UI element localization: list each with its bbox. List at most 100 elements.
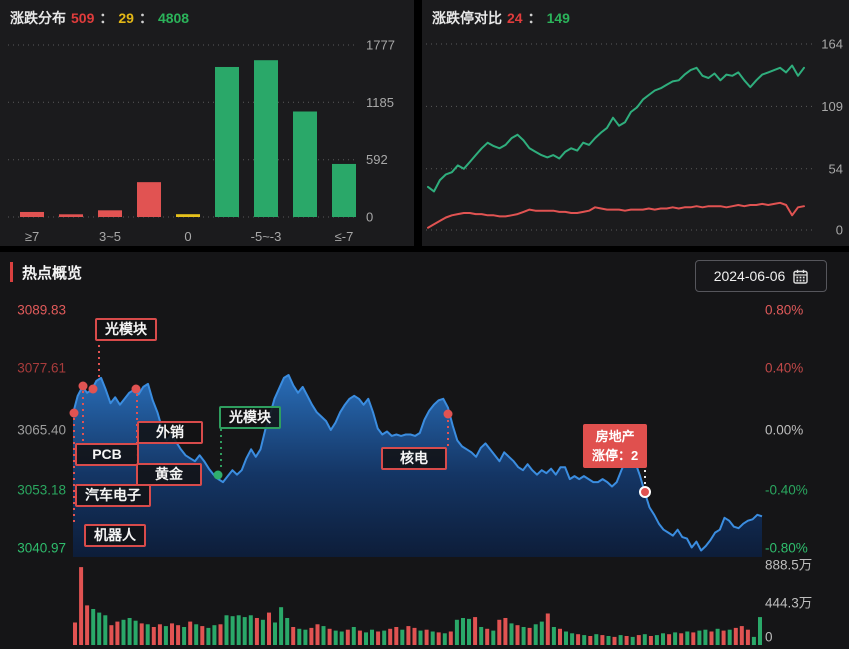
volume-bar — [485, 628, 490, 645]
y-axis-tick: 54 — [829, 161, 843, 176]
distribution-title: 涨跌分布 — [10, 10, 66, 26]
y-axis-tick: 0 — [366, 210, 373, 225]
volume-bar — [400, 629, 405, 645]
volume-bar — [606, 635, 611, 645]
volume-bar — [248, 615, 253, 645]
limit-compare-header: 涨跌停对比 24 ： 149 — [432, 8, 570, 28]
volume-bar — [388, 628, 393, 645]
marker-dot-red — [78, 381, 88, 391]
volume-bar — [758, 617, 762, 645]
volume-bar — [727, 629, 732, 645]
volume-bar — [212, 625, 217, 645]
tooltip-sector: 房地产 — [595, 429, 635, 444]
volume-bar — [648, 635, 653, 645]
volume-bar — [588, 635, 593, 645]
volume-bar — [370, 629, 374, 645]
volume-bar — [339, 631, 344, 645]
volume-bar — [473, 617, 478, 645]
volume-bar — [539, 621, 544, 645]
volume-bar — [163, 626, 168, 645]
hotspot-title: 热点概览 — [22, 265, 83, 282]
series-跌停数 — [427, 201, 805, 229]
volume-bar — [703, 629, 708, 645]
volume-bar — [267, 612, 271, 645]
volume-bar — [200, 626, 205, 645]
marker-dot-red — [443, 409, 453, 419]
panel-limit-compare: 涨跌停对比 24 ： 149 0 54 109 164 — [422, 0, 849, 246]
volume-bar — [630, 636, 635, 645]
volume-bar — [224, 615, 229, 645]
volume-bar — [582, 635, 587, 645]
volume-bar — [521, 626, 526, 645]
volume-bar — [91, 608, 96, 645]
separator: ： — [99, 10, 114, 26]
volume-bar — [564, 631, 568, 645]
annotation-optical-module-top: 光模块 — [95, 318, 157, 341]
x-axis-tick: ≤-7 — [335, 229, 354, 244]
series-涨停数 — [427, 64, 805, 193]
volume-bar — [188, 621, 193, 645]
volume-bar — [745, 629, 750, 645]
volume-bar — [321, 626, 326, 645]
volume-bar — [576, 634, 581, 645]
volume-bar — [454, 619, 459, 645]
volume-bar — [357, 630, 362, 645]
title-accent-bar — [10, 262, 13, 282]
volume-bar — [509, 623, 514, 645]
distribution-bar — [137, 182, 161, 217]
volume-bar — [121, 619, 126, 645]
distribution-header: 涨跌分布 509 ： 29 ： 4808 — [10, 8, 189, 28]
panel-rise-fall-distribution: 涨跌分布 509 ： 29 ： 4808 0 592 1185 1777 ≥7 3~5 0 -… — [0, 0, 414, 246]
volume-bar — [145, 624, 150, 645]
volume-bar — [667, 634, 672, 645]
volume-bar — [279, 607, 284, 645]
distribution-bar — [215, 66, 239, 217]
volume-bar — [685, 631, 690, 645]
volume-bar — [733, 627, 738, 645]
x-axis-tick: -5~-3 — [251, 229, 282, 244]
annotation-optical-module-mid: 光模块 — [219, 406, 281, 429]
panel-hotspot-overview: 热点概览 2024-06-06 3089.83 3077.61 3065.40 305… — [0, 252, 849, 649]
volume-bar — [151, 626, 156, 645]
distribution-bar — [254, 60, 278, 218]
marker-dot-green — [213, 470, 223, 480]
down-count: 4808 — [157, 10, 190, 26]
volume-bar — [697, 630, 702, 645]
volume-bar — [127, 617, 132, 645]
volume-bar — [115, 621, 120, 645]
volume-bar — [624, 635, 629, 645]
price-axis-label: 3077.61 — [17, 361, 66, 376]
volume-bar — [515, 625, 520, 645]
percent-axis-label: 0.40% — [765, 361, 803, 376]
volume-bar — [436, 632, 441, 645]
annotation-auto-electronics: 汽车电子 — [75, 484, 151, 507]
price-axis-label: 3040.97 — [17, 541, 66, 556]
marker-dot-ring — [639, 486, 651, 498]
volume-bar — [636, 635, 641, 645]
distribution-bar — [332, 163, 356, 217]
volume-bar — [600, 635, 605, 645]
volume-bar — [558, 628, 562, 645]
volume-bar — [230, 616, 235, 645]
tooltip-real-estate: 房地产 涨停：2 — [583, 424, 648, 468]
volume-bar — [430, 631, 435, 645]
volume-bar — [73, 622, 77, 645]
marker-dot-red — [69, 408, 79, 418]
annotation-gold: 黄金 — [136, 463, 202, 486]
distribution-bar — [98, 210, 122, 217]
separator: ： — [138, 10, 153, 26]
volume-bar — [194, 624, 199, 645]
volume-bar — [739, 626, 744, 645]
volume-bar — [679, 633, 684, 645]
volume-bar — [642, 634, 647, 645]
percent-axis-label: -0.40% — [765, 483, 808, 498]
volume-bar — [170, 623, 174, 645]
date-picker[interactable]: 2024-06-06 — [695, 260, 827, 292]
y-axis-tick: 1777 — [366, 38, 395, 53]
date-value: 2024-06-06 — [713, 268, 786, 284]
distribution-bar-chart: 0 592 1185 1777 ≥7 3~5 0 -5~-3 ≤-7 — [8, 38, 395, 244]
volume-bar — [182, 626, 187, 645]
distribution-bar — [293, 111, 317, 217]
separator: ： — [527, 10, 542, 26]
volume-bar — [97, 612, 102, 645]
